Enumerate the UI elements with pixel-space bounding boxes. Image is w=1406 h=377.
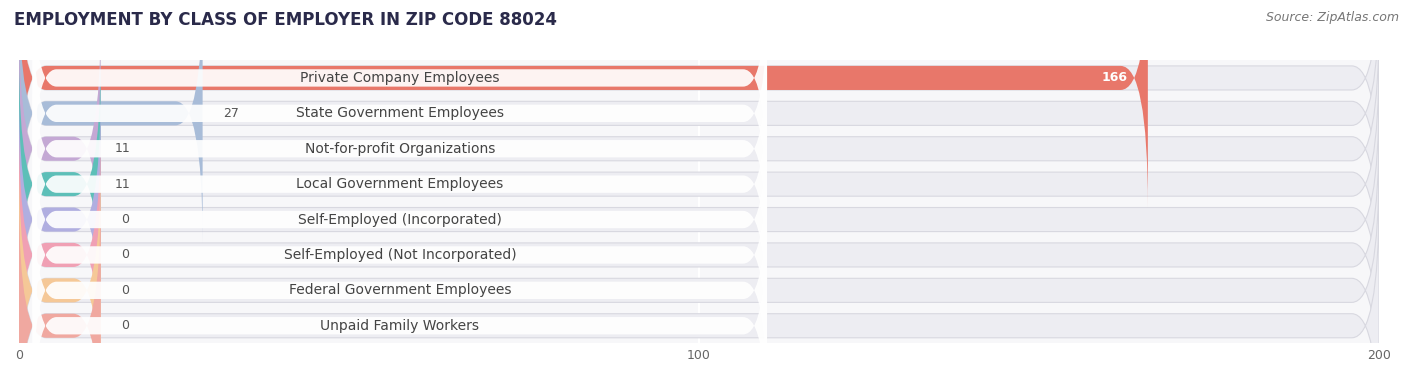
FancyBboxPatch shape	[32, 210, 768, 377]
Text: Self-Employed (Incorporated): Self-Employed (Incorporated)	[298, 213, 502, 227]
FancyBboxPatch shape	[32, 0, 768, 228]
FancyBboxPatch shape	[32, 175, 768, 377]
FancyBboxPatch shape	[20, 19, 101, 278]
Text: 11: 11	[114, 178, 129, 191]
Text: EMPLOYMENT BY CLASS OF EMPLOYER IN ZIP CODE 88024: EMPLOYMENT BY CLASS OF EMPLOYER IN ZIP C…	[14, 11, 557, 29]
FancyBboxPatch shape	[20, 196, 101, 377]
Text: State Government Employees: State Government Employees	[295, 106, 503, 120]
FancyBboxPatch shape	[20, 90, 1379, 349]
Text: 166: 166	[1101, 71, 1128, 84]
FancyBboxPatch shape	[20, 126, 1379, 377]
Text: Source: ZipAtlas.com: Source: ZipAtlas.com	[1265, 11, 1399, 24]
FancyBboxPatch shape	[20, 0, 202, 243]
Text: 0: 0	[121, 213, 129, 226]
FancyBboxPatch shape	[20, 161, 101, 377]
FancyBboxPatch shape	[32, 34, 768, 264]
Text: Local Government Employees: Local Government Employees	[297, 177, 503, 191]
Text: Private Company Employees: Private Company Employees	[299, 71, 499, 85]
FancyBboxPatch shape	[20, 161, 1379, 377]
FancyBboxPatch shape	[32, 0, 768, 193]
FancyBboxPatch shape	[20, 55, 101, 314]
FancyBboxPatch shape	[20, 196, 1379, 377]
FancyBboxPatch shape	[20, 19, 1379, 278]
Text: 11: 11	[114, 142, 129, 155]
FancyBboxPatch shape	[20, 0, 1147, 207]
FancyBboxPatch shape	[20, 0, 1379, 207]
FancyBboxPatch shape	[20, 0, 1379, 243]
Text: Self-Employed (Not Incorporated): Self-Employed (Not Incorporated)	[284, 248, 516, 262]
Text: 27: 27	[224, 107, 239, 120]
Text: 0: 0	[121, 248, 129, 261]
FancyBboxPatch shape	[20, 126, 101, 377]
FancyBboxPatch shape	[32, 104, 768, 335]
Text: 0: 0	[121, 284, 129, 297]
Text: Federal Government Employees: Federal Government Employees	[288, 284, 510, 297]
Text: 0: 0	[121, 319, 129, 332]
FancyBboxPatch shape	[32, 69, 768, 299]
FancyBboxPatch shape	[32, 140, 768, 370]
FancyBboxPatch shape	[20, 90, 101, 349]
FancyBboxPatch shape	[20, 55, 1379, 314]
Text: Not-for-profit Organizations: Not-for-profit Organizations	[305, 142, 495, 156]
Text: Unpaid Family Workers: Unpaid Family Workers	[321, 319, 479, 333]
